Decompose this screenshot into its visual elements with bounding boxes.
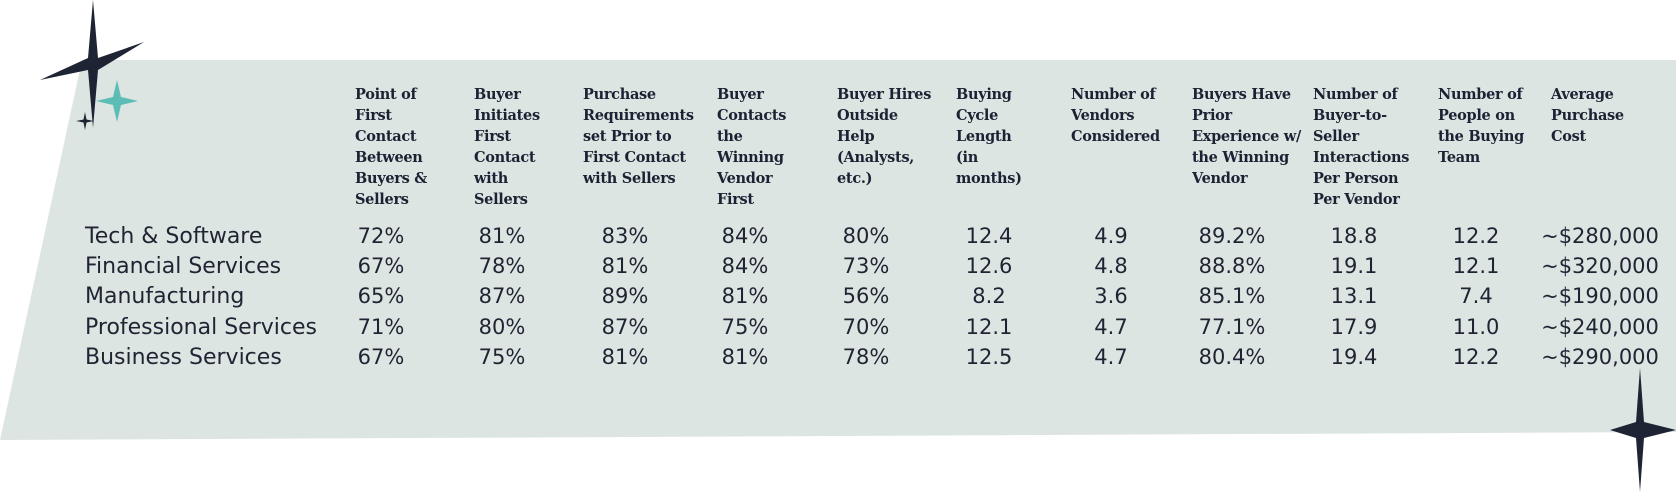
table-cell: 81% [721,345,769,369]
table-cell: 89% [601,284,649,308]
column-header: Number of Vendors Considered [1071,86,1160,145]
table-cell: 3.6 [1094,284,1128,308]
table-cell: 12.2 [1452,224,1500,248]
row-label: Financial Services [85,254,282,279]
table-cell: 81% [478,224,526,248]
table-cell: 13.1 [1330,284,1378,308]
table-cell: 81% [601,254,649,278]
table-cell: 12.1 [965,315,1013,339]
row-label: Professional Services [85,315,317,340]
table-cell: 78% [842,345,890,369]
table-cell: 78% [478,254,526,278]
table-cell: 75% [478,345,526,369]
column-header: Number of Buyer-to-Seller Interactions P… [1313,86,1410,208]
column-header: Point of First Contact Between Buyers & … [355,86,427,208]
table-cell: 75% [721,315,769,339]
column-header: Buying Cycle Length (in months) [956,86,1022,187]
table-cell: 4.9 [1094,224,1128,248]
table-cell: 12.1 [1452,254,1500,278]
row-label: Tech & Software [85,224,263,249]
table-cell: 73% [842,254,890,278]
table-cell: 12.4 [965,224,1013,248]
table-cell: 87% [478,284,526,308]
table-cell: 80.4% [1198,345,1266,369]
table-cell: 4.7 [1094,315,1128,339]
table-cell: ~$190,000 [1541,284,1659,308]
table-cell: 12.2 [1452,345,1500,369]
large-dark-sparkle-icon [40,0,144,128]
table-cell: 18.8 [1330,224,1378,248]
row-label: Manufacturing [85,284,245,309]
column-header: Buyer Initiates First Contact with Selle… [474,86,540,208]
small-dark-sparkle-icon [76,112,94,130]
table-cell: 71% [357,315,405,339]
column-header: Buyers Have Prior Experience w/ the Winn… [1192,86,1301,187]
table-cell: 83% [601,224,649,248]
table-cell: 81% [601,345,649,369]
table-cell: 77.1% [1198,315,1266,339]
table-cell: 72% [357,224,405,248]
table-cell: 89.2% [1198,224,1266,248]
table-cell: 8.2 [972,284,1006,308]
table-cell: 88.8% [1198,254,1266,278]
table-cell: ~$320,000 [1541,254,1659,278]
table-cell: ~$290,000 [1541,345,1659,369]
table-cell: 4.7 [1094,345,1128,369]
table-cell: 12.6 [965,254,1013,278]
table-cell: 19.4 [1330,345,1378,369]
table-cell: 87% [601,315,649,339]
column-header: Number of People on the Buying Team [1438,86,1524,166]
table-cell: ~$280,000 [1541,224,1659,248]
table-cell: 65% [357,284,405,308]
table-cell: 80% [478,315,526,339]
table-cell: 80% [842,224,890,248]
table-cell: 67% [357,345,405,369]
table-cell: 84% [721,224,769,248]
column-header: Average Purchase Cost [1551,86,1624,145]
table-cell: 19.1 [1330,254,1378,278]
column-header: Buyer Hires Outside Help (Analysts, etc.… [837,86,932,187]
teal-sparkle-icon [96,80,138,122]
table-cell: 81% [721,284,769,308]
table-cell: 7.4 [1459,284,1493,308]
table-cell: 67% [357,254,405,278]
table-cell: ~$240,000 [1541,315,1659,339]
table-cell: 12.5 [965,345,1013,369]
column-header: Purchase Requirements set Prior to First… [583,86,694,187]
table-cell: 11.0 [1452,315,1500,339]
panel-shape [0,60,1676,440]
table-cell: 4.8 [1094,254,1128,278]
bottom-right-sparkle-icon [1610,368,1676,492]
row-label: Business Services [85,345,282,370]
table-cell: 70% [842,315,890,339]
column-header: Buyer Contacts the Winning Vendor First [717,86,787,208]
table-cell: 84% [721,254,769,278]
table-cell: 17.9 [1330,315,1378,339]
table-cell: 85.1% [1198,284,1266,308]
table-cell: 56% [842,284,890,308]
